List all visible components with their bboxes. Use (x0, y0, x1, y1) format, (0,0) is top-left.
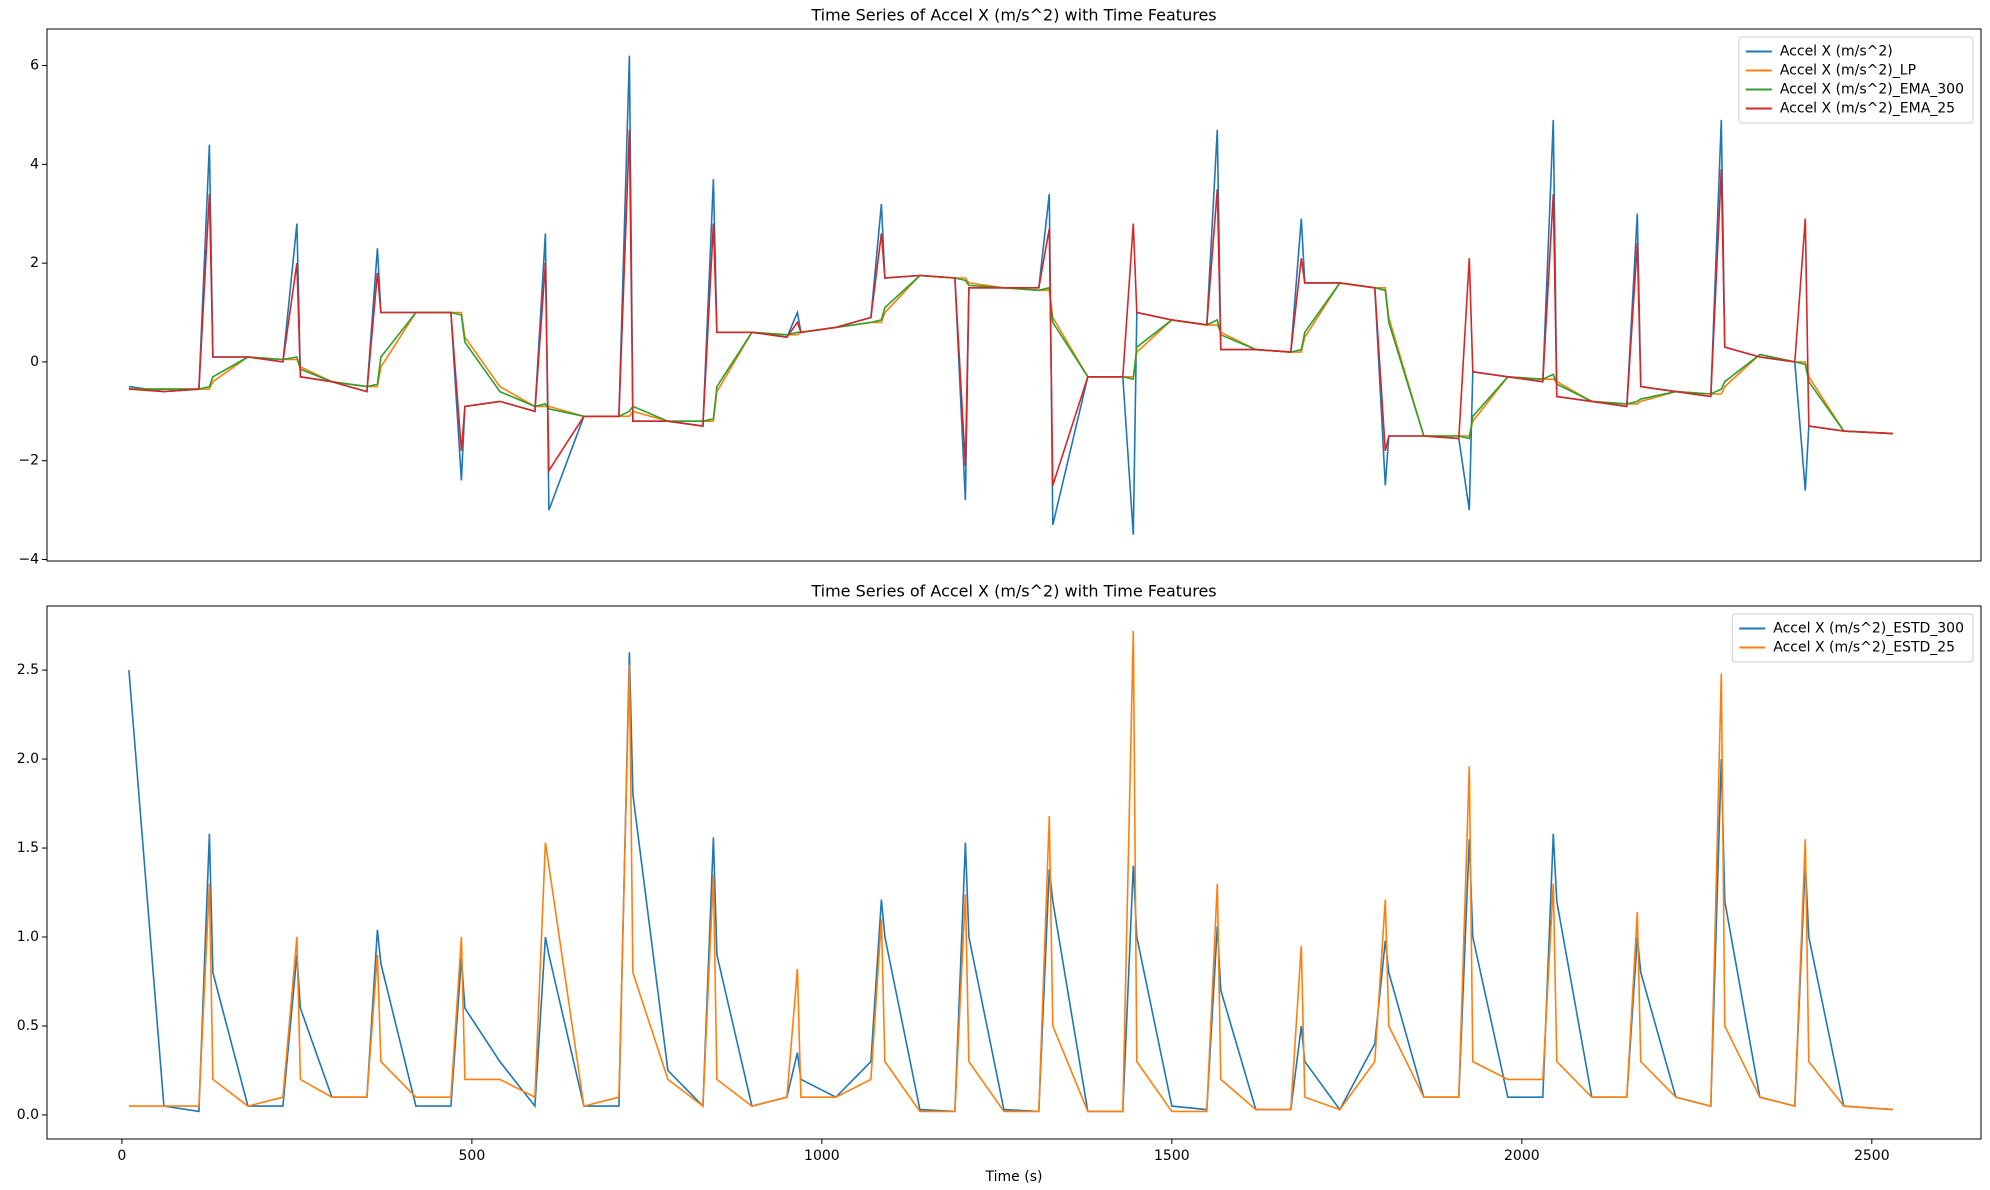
series-line (128, 274, 1893, 440)
legend-label: Accel X (m/s^2)_ESTD_300 (1773, 621, 1964, 637)
legend: Accel X (m/s^2)_ESTD_300 Accel X (m/s^2)_… (1731, 613, 1974, 663)
x-axis-label: Time (s) (985, 1169, 1043, 1185)
y-tick-label: 1.5 (17, 840, 39, 856)
legend-label: Accel X (m/s^2) (1780, 44, 1893, 60)
legend-box (1738, 36, 1974, 124)
y-tick-label: −4 (18, 552, 39, 568)
plot-frame (46, 28, 1982, 562)
legend-box (1731, 613, 1974, 663)
series-line (128, 129, 1893, 486)
x-tick-label: 500 (459, 1148, 486, 1164)
y-tick-label: 2 (30, 255, 39, 271)
series-line (128, 630, 1893, 1113)
chart-title: Time Series of Accel X (m/s^2) with Time… (810, 582, 1216, 601)
y-tick-label: 2.5 (17, 662, 39, 678)
legend-label: Accel X (m/s^2)_EMA_25 (1780, 101, 1955, 117)
y-tick-label: 0 (30, 354, 39, 370)
x-tick-label: 1500 (1154, 1148, 1190, 1164)
series-line (128, 55, 1893, 535)
x-tick-label: 1000 (804, 1148, 840, 1164)
y-tick-label: 4 (30, 156, 39, 172)
legend-label: Accel X (m/s^2)_EMA_300 (1780, 82, 1964, 98)
x-tick-label: 2500 (1854, 1148, 1890, 1164)
legend-label: Accel X (m/s^2)_LP (1780, 63, 1916, 79)
y-tick-label: 6 (30, 58, 39, 74)
legend: Accel X (m/s^2) Accel X (m/s^2)_LP Accel X… (1738, 36, 1974, 124)
y-tick-label: −2 (18, 453, 39, 469)
x-tick-label: 2000 (1504, 1148, 1540, 1164)
y-tick-label: 1.0 (17, 929, 39, 945)
series-line (128, 652, 1893, 1113)
legend-label: Accel X (m/s^2)_ESTD_25 (1773, 640, 1955, 656)
y-tick-label: 0.5 (17, 1018, 39, 1034)
x-tick-label: 0 (117, 1148, 126, 1164)
chart-title: Time Series of Accel X (m/s^2) with Time… (810, 6, 1216, 25)
y-tick-label: 0.0 (17, 1107, 39, 1123)
series-line (128, 274, 1893, 437)
plot-frame (46, 605, 1982, 1140)
y-tick-label: 2.0 (17, 751, 39, 767)
